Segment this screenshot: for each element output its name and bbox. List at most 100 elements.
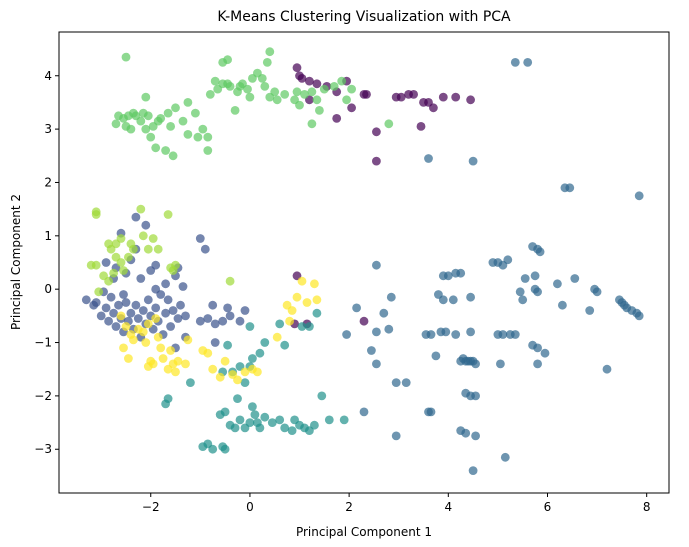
data-point: [262, 58, 272, 67]
data-point: [592, 287, 602, 297]
data-point: [138, 231, 148, 241]
data-point: [342, 95, 351, 105]
data-point: [153, 332, 163, 342]
data-point: [533, 343, 542, 353]
y-tick-label: 1: [44, 229, 52, 243]
data-point: [558, 300, 567, 310]
x-tick-label: 4: [444, 500, 452, 514]
data-point: [121, 122, 131, 131]
data-point: [297, 276, 307, 286]
data-point: [315, 106, 324, 115]
data-point: [305, 322, 314, 331]
data-point: [466, 327, 475, 337]
data-point: [223, 340, 233, 350]
data-point: [272, 332, 282, 342]
data-point: [156, 343, 166, 353]
data-point: [292, 292, 302, 302]
data-point: [260, 82, 270, 91]
data-point: [114, 300, 123, 310]
data-point: [634, 191, 644, 201]
data-point: [533, 359, 542, 369]
points-layer: [81, 47, 644, 475]
data-point: [372, 359, 381, 369]
data-point: [163, 108, 173, 118]
data-point: [267, 418, 277, 427]
data-point: [302, 298, 312, 307]
data-point: [347, 103, 356, 113]
data-point: [101, 303, 111, 313]
data-point: [379, 308, 389, 318]
data-point: [391, 378, 401, 387]
data-point: [143, 319, 153, 329]
data-point: [181, 311, 190, 321]
data-point: [161, 279, 171, 289]
data-point: [141, 92, 151, 102]
data-point: [359, 407, 369, 417]
data-point: [260, 412, 270, 422]
data-point: [138, 327, 148, 337]
x-tick-label: 6: [544, 500, 552, 514]
data-point: [280, 340, 290, 350]
data-point: [220, 444, 230, 454]
data-point: [243, 84, 252, 94]
data-point: [498, 260, 508, 270]
data-point: [223, 303, 233, 313]
data-point: [210, 338, 220, 347]
data-point: [143, 111, 153, 121]
data-point: [292, 87, 302, 97]
data-point: [141, 124, 151, 134]
y-tick-label: −2: [34, 389, 52, 403]
data-point: [94, 287, 104, 297]
data-point: [161, 308, 171, 318]
y-axis-ticks: −3 −2 −1 0 1 2 3 4: [34, 69, 59, 456]
data-point: [275, 319, 285, 329]
data-point: [151, 303, 161, 313]
data-point: [245, 322, 255, 331]
data-point: [131, 300, 141, 310]
data-point: [193, 132, 203, 142]
data-point: [260, 338, 270, 347]
data-point: [240, 306, 250, 315]
data-point: [161, 399, 171, 409]
data-point: [220, 356, 230, 366]
data-point: [310, 420, 319, 430]
data-point: [116, 234, 126, 243]
data-point: [337, 76, 347, 86]
data-point: [535, 247, 545, 257]
data-point: [119, 343, 128, 353]
data-point: [215, 372, 225, 382]
data-point: [307, 119, 317, 129]
data-point: [248, 402, 257, 411]
data-point: [148, 234, 158, 243]
data-point: [540, 348, 550, 358]
data-point: [275, 415, 285, 425]
data-point: [297, 74, 307, 83]
data-point: [312, 295, 322, 305]
data-point: [91, 210, 101, 219]
data-point: [163, 210, 173, 219]
data-point: [121, 322, 131, 331]
data-point: [151, 284, 161, 294]
data-point: [300, 90, 309, 99]
data-point: [119, 290, 128, 299]
data-point: [280, 423, 290, 433]
data-point: [396, 92, 406, 102]
data-point: [96, 311, 106, 321]
x-tick-label: 0: [246, 500, 254, 514]
data-point: [168, 151, 178, 161]
data-point: [203, 348, 213, 358]
data-point: [372, 260, 381, 270]
data-point: [292, 63, 302, 73]
x-axis-ticks: −2 0 2 4 6 8: [142, 493, 651, 514]
data-point: [141, 338, 151, 347]
data-point: [173, 356, 183, 366]
data-point: [448, 295, 458, 305]
data-point: [119, 266, 128, 275]
data-point: [158, 354, 168, 363]
data-point: [431, 351, 441, 361]
data-point: [233, 394, 242, 403]
data-point: [451, 330, 461, 339]
data-point: [265, 47, 275, 57]
data-point: [515, 287, 525, 297]
data-point: [319, 84, 329, 94]
